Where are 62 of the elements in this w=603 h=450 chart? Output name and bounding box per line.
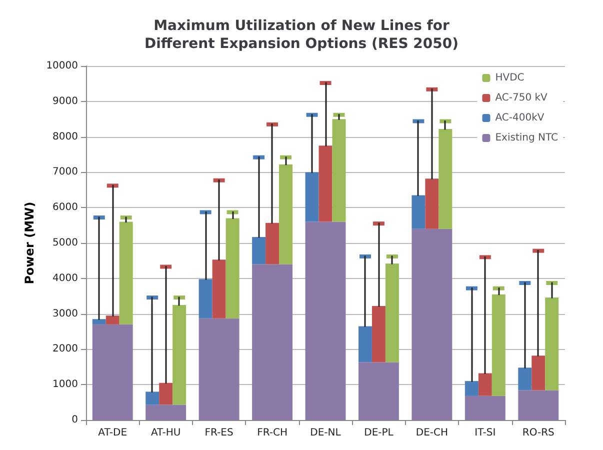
legend-label: HVDC <box>495 72 524 84</box>
bar <box>412 228 452 420</box>
bar <box>305 172 319 222</box>
bar <box>385 264 399 362</box>
bar <box>412 195 426 229</box>
bar <box>146 404 186 420</box>
bar <box>464 396 506 420</box>
bar <box>198 318 240 420</box>
bar <box>518 368 532 390</box>
bar <box>212 260 226 318</box>
y-tick-label: 6000 <box>52 202 78 214</box>
bar <box>545 298 559 390</box>
legend-label: AC-400kV <box>495 112 544 124</box>
bar <box>464 381 478 396</box>
y-tick-label: 9000 <box>52 96 78 107</box>
x-tick-label: RO-RS <box>522 428 554 438</box>
x-tick-label: DE-CH <box>416 428 448 438</box>
bar <box>198 279 212 318</box>
x-tick-label: FR-ES <box>204 428 234 438</box>
bar <box>279 164 292 264</box>
bar <box>252 264 292 420</box>
x-tick-label: AT-HU <box>150 428 181 438</box>
legend-label: Existing NTC <box>495 132 558 144</box>
y-tick-label: 0 <box>72 414 78 426</box>
bar <box>425 178 439 229</box>
y-tick-label: 8000 <box>52 131 78 142</box>
y-tick-label: 7000 <box>52 166 78 178</box>
x-tick-label: FR-CH <box>257 428 288 438</box>
bar <box>492 294 506 396</box>
bar <box>305 222 346 420</box>
bar <box>358 326 372 362</box>
x-tick-label: IT-SI <box>474 428 496 438</box>
bar <box>372 306 386 362</box>
bar <box>252 236 266 264</box>
y-tick-label: 1000 <box>52 379 78 390</box>
bar <box>119 222 133 324</box>
bar <box>172 304 186 405</box>
y-tick-label: 4000 <box>52 272 78 284</box>
bar <box>518 390 559 420</box>
bar <box>92 324 133 420</box>
y-tick-label: 10000 <box>46 60 78 72</box>
bar <box>92 319 106 324</box>
bar <box>106 316 120 324</box>
legend-label: AC-750 kV <box>495 92 548 104</box>
chart-title: Maximum Utilization of New Lines for Different Expansion Options (RES 2050) <box>144 18 459 52</box>
bar <box>146 392 160 405</box>
bar <box>532 356 546 390</box>
x-tick-label: DE-NL <box>310 428 342 438</box>
y-tick-label: 3000 <box>52 308 78 320</box>
y-tick-label: 2000 <box>52 344 78 355</box>
bar <box>318 146 332 222</box>
bar <box>478 373 492 396</box>
y-axis-title: Power (MW) <box>22 202 36 284</box>
x-tick-label: DE-PL <box>364 428 394 438</box>
bar <box>332 119 346 222</box>
y-tick-label: 5000 <box>52 238 78 248</box>
bar <box>226 218 240 318</box>
bar <box>438 129 452 229</box>
bar <box>159 382 173 405</box>
bar <box>266 222 280 264</box>
x-tick-label: AT-DE <box>98 428 128 438</box>
bar <box>358 362 399 420</box>
